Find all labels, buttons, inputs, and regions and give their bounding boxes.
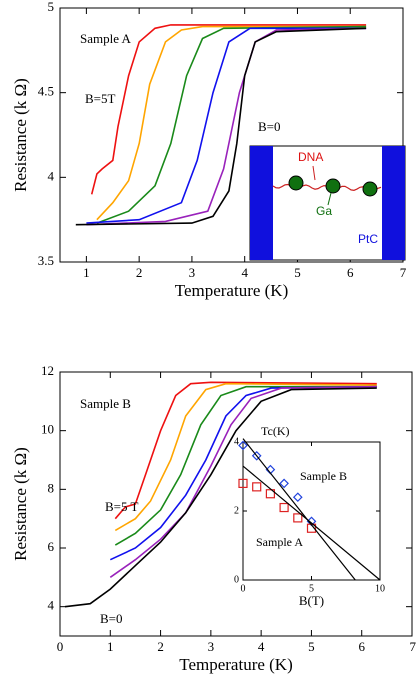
x-axis-label: B(T)	[299, 593, 324, 608]
annotation: B=5 T	[105, 499, 139, 514]
curve	[75, 27, 367, 226]
inset-series-label: Sample B	[300, 469, 347, 483]
curve	[242, 438, 356, 581]
y-tick-label: 0	[234, 574, 239, 585]
y-axis-label: Resistance (k Ω)	[11, 447, 30, 561]
x-tick-label: 6	[347, 265, 354, 280]
x-tick-label: 1	[107, 639, 114, 654]
x-tick-label: 0	[241, 583, 246, 594]
y-tick-label: 2	[234, 505, 239, 516]
x-tick-label: 2	[157, 639, 164, 654]
ga-particle	[288, 175, 304, 191]
curve	[109, 385, 377, 561]
marker	[279, 502, 289, 513]
y-tick-label: 4	[234, 436, 239, 447]
electrode	[382, 146, 405, 260]
y-tick-label: 8	[48, 480, 55, 495]
marker	[265, 489, 275, 499]
arrow	[312, 165, 316, 181]
plot-frame	[242, 441, 381, 581]
y-tick-label: 10	[41, 422, 54, 437]
marker	[293, 513, 303, 523]
inset-label: PtC	[358, 232, 378, 246]
y-axis-label: Resistance (k Ω)	[11, 78, 30, 192]
y-tick-label: 4	[48, 598, 55, 613]
y-tick-label: 4	[48, 168, 55, 183]
curve	[96, 25, 367, 224]
annotation: B=0	[100, 611, 123, 626]
marker	[252, 482, 262, 492]
inset-series-label: Sample A	[256, 535, 303, 549]
y-tick-label: 3.5	[38, 253, 54, 268]
x-tick-label: 2	[136, 265, 143, 280]
x-axis-label: Temperature (K)	[179, 655, 293, 674]
x-axis-label: Temperature (K)	[175, 281, 289, 300]
marker	[238, 440, 248, 451]
x-tick-label: 5	[308, 639, 315, 654]
x-tick-label: 5	[309, 583, 314, 594]
marker	[238, 478, 248, 488]
annotation: B=0	[258, 119, 281, 134]
curve	[114, 385, 377, 546]
curve	[109, 385, 377, 578]
curve	[242, 465, 381, 581]
y-tick-label: 6	[48, 539, 55, 554]
curve	[96, 25, 367, 221]
annotation: Sample B	[80, 396, 131, 411]
annotation: B=5T	[85, 91, 116, 106]
curve	[114, 381, 377, 520]
arrow	[327, 192, 332, 206]
curve	[114, 382, 377, 532]
marker	[279, 478, 289, 489]
inset-label: DNA	[298, 150, 323, 164]
curve	[86, 27, 367, 226]
y-tick-label: 4.5	[38, 84, 54, 99]
y-tick-label: 5	[48, 0, 55, 14]
marker	[251, 450, 262, 461]
curve	[64, 387, 377, 608]
x-tick-label: 7	[410, 639, 416, 654]
y-tick-label: 12	[41, 363, 54, 378]
curve	[90, 24, 367, 195]
x-tick-label: 1	[83, 265, 90, 280]
x-tick-label: 6	[358, 639, 365, 654]
curve	[86, 27, 367, 224]
electrode	[250, 146, 273, 260]
marker	[292, 492, 303, 503]
x-tick-label: 5	[294, 265, 301, 280]
ga-particle	[362, 181, 378, 197]
x-tick-label: 4	[241, 265, 248, 280]
x-tick-label: 10	[375, 583, 385, 594]
inset-label: Ga	[316, 204, 332, 218]
x-tick-label: 0	[57, 639, 64, 654]
x-tick-label: 3	[208, 639, 215, 654]
x-tick-label: 3	[189, 265, 196, 280]
y-axis-label: Tc(K)	[261, 424, 289, 438]
annotation: Sample A	[80, 31, 132, 46]
x-tick-label: 7	[400, 265, 407, 280]
inset-frame	[249, 145, 406, 261]
x-tick-label: 4	[258, 639, 265, 654]
ga-particle	[325, 178, 341, 194]
